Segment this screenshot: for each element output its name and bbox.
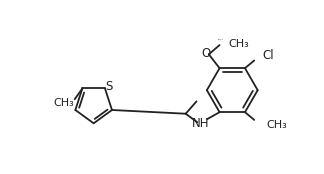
- Text: CH₃: CH₃: [267, 120, 287, 129]
- Text: CH₃: CH₃: [229, 38, 249, 49]
- Text: O: O: [201, 47, 210, 60]
- Text: S: S: [105, 80, 112, 93]
- Text: methoxy: methoxy: [218, 39, 224, 40]
- Text: NH: NH: [192, 117, 210, 130]
- Text: CH₃: CH₃: [53, 98, 74, 108]
- Text: Cl: Cl: [262, 49, 273, 62]
